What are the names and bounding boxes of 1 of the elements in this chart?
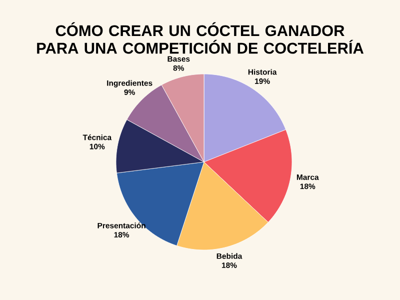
chart-title: CÓMO CREAR UN CÓCTEL GANADOR PARA UNA COMPETICIÓN DE COCTELERÍA [37,22,364,54]
